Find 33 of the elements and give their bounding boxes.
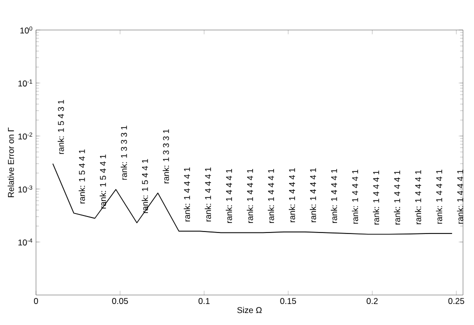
x-tick-label: 0.1: [198, 298, 210, 304]
annotation: rank: 1 4 4 4 1: [352, 170, 358, 224]
annotation: rank: 1 5 4 4 1: [142, 159, 148, 214]
annotation: rank: 1 4 4 4 1: [246, 168, 254, 223]
annotation: rank: 1 4 4 4 1: [330, 168, 338, 223]
annotation: rank: 1 4 4 4 1: [456, 170, 464, 224]
y-tick-label: 10$^{-2}$: [18, 132, 32, 140]
annotation: rank: 1 3 3 3 1: [162, 129, 169, 184]
y-tick-label: 10$^{0}$: [20, 26, 32, 34]
annotation: rank: 1 4 4 4 1: [436, 170, 442, 224]
y-tick-label: 10$^{-3}$: [18, 185, 32, 193]
annotation: rank: 1 4 4 4 1: [414, 170, 422, 224]
annotation: rank: 1 4 4 4 1: [226, 168, 232, 223]
y-tick-label: 10$^{-4}$: [18, 238, 32, 246]
annotation: rank: 1 5 4 4 1: [78, 149, 85, 204]
x-tick-label: 0: [34, 298, 38, 304]
annotation: rank: 1 4 4 4 1: [288, 168, 296, 222]
x-tick-label: 0.25: [448, 298, 464, 304]
annotation: rank: 1 5 4 3 1: [58, 100, 64, 154]
y-tick-label: 10$^{-1}$: [18, 80, 32, 86]
annotation: rank: 1 3 3 3 1: [120, 126, 127, 180]
x-tick-label: 0.05: [112, 298, 128, 304]
y-axis-title: Relative Error on Γ: [8, 127, 14, 198]
annotation: rank: 1 4 4 4 1: [184, 167, 190, 222]
annotation: rank: 1 4 4 4 1: [204, 167, 212, 222]
x-tick-label: 0.2: [366, 298, 378, 304]
annotation: rank: 1 4 4 4 1: [268, 168, 274, 223]
annotation: rank: 1 5 4 4 1: [100, 154, 106, 209]
annotation: rank: 1 4 4 4 1: [394, 170, 400, 224]
x-tick-label: 0.15: [280, 298, 296, 304]
x-axis-title: Size Ω: [237, 306, 262, 314]
annotation: rank: 1 4 4 4 1: [372, 170, 380, 224]
annotation: rank: 1 4 4 4 1: [310, 168, 316, 222]
